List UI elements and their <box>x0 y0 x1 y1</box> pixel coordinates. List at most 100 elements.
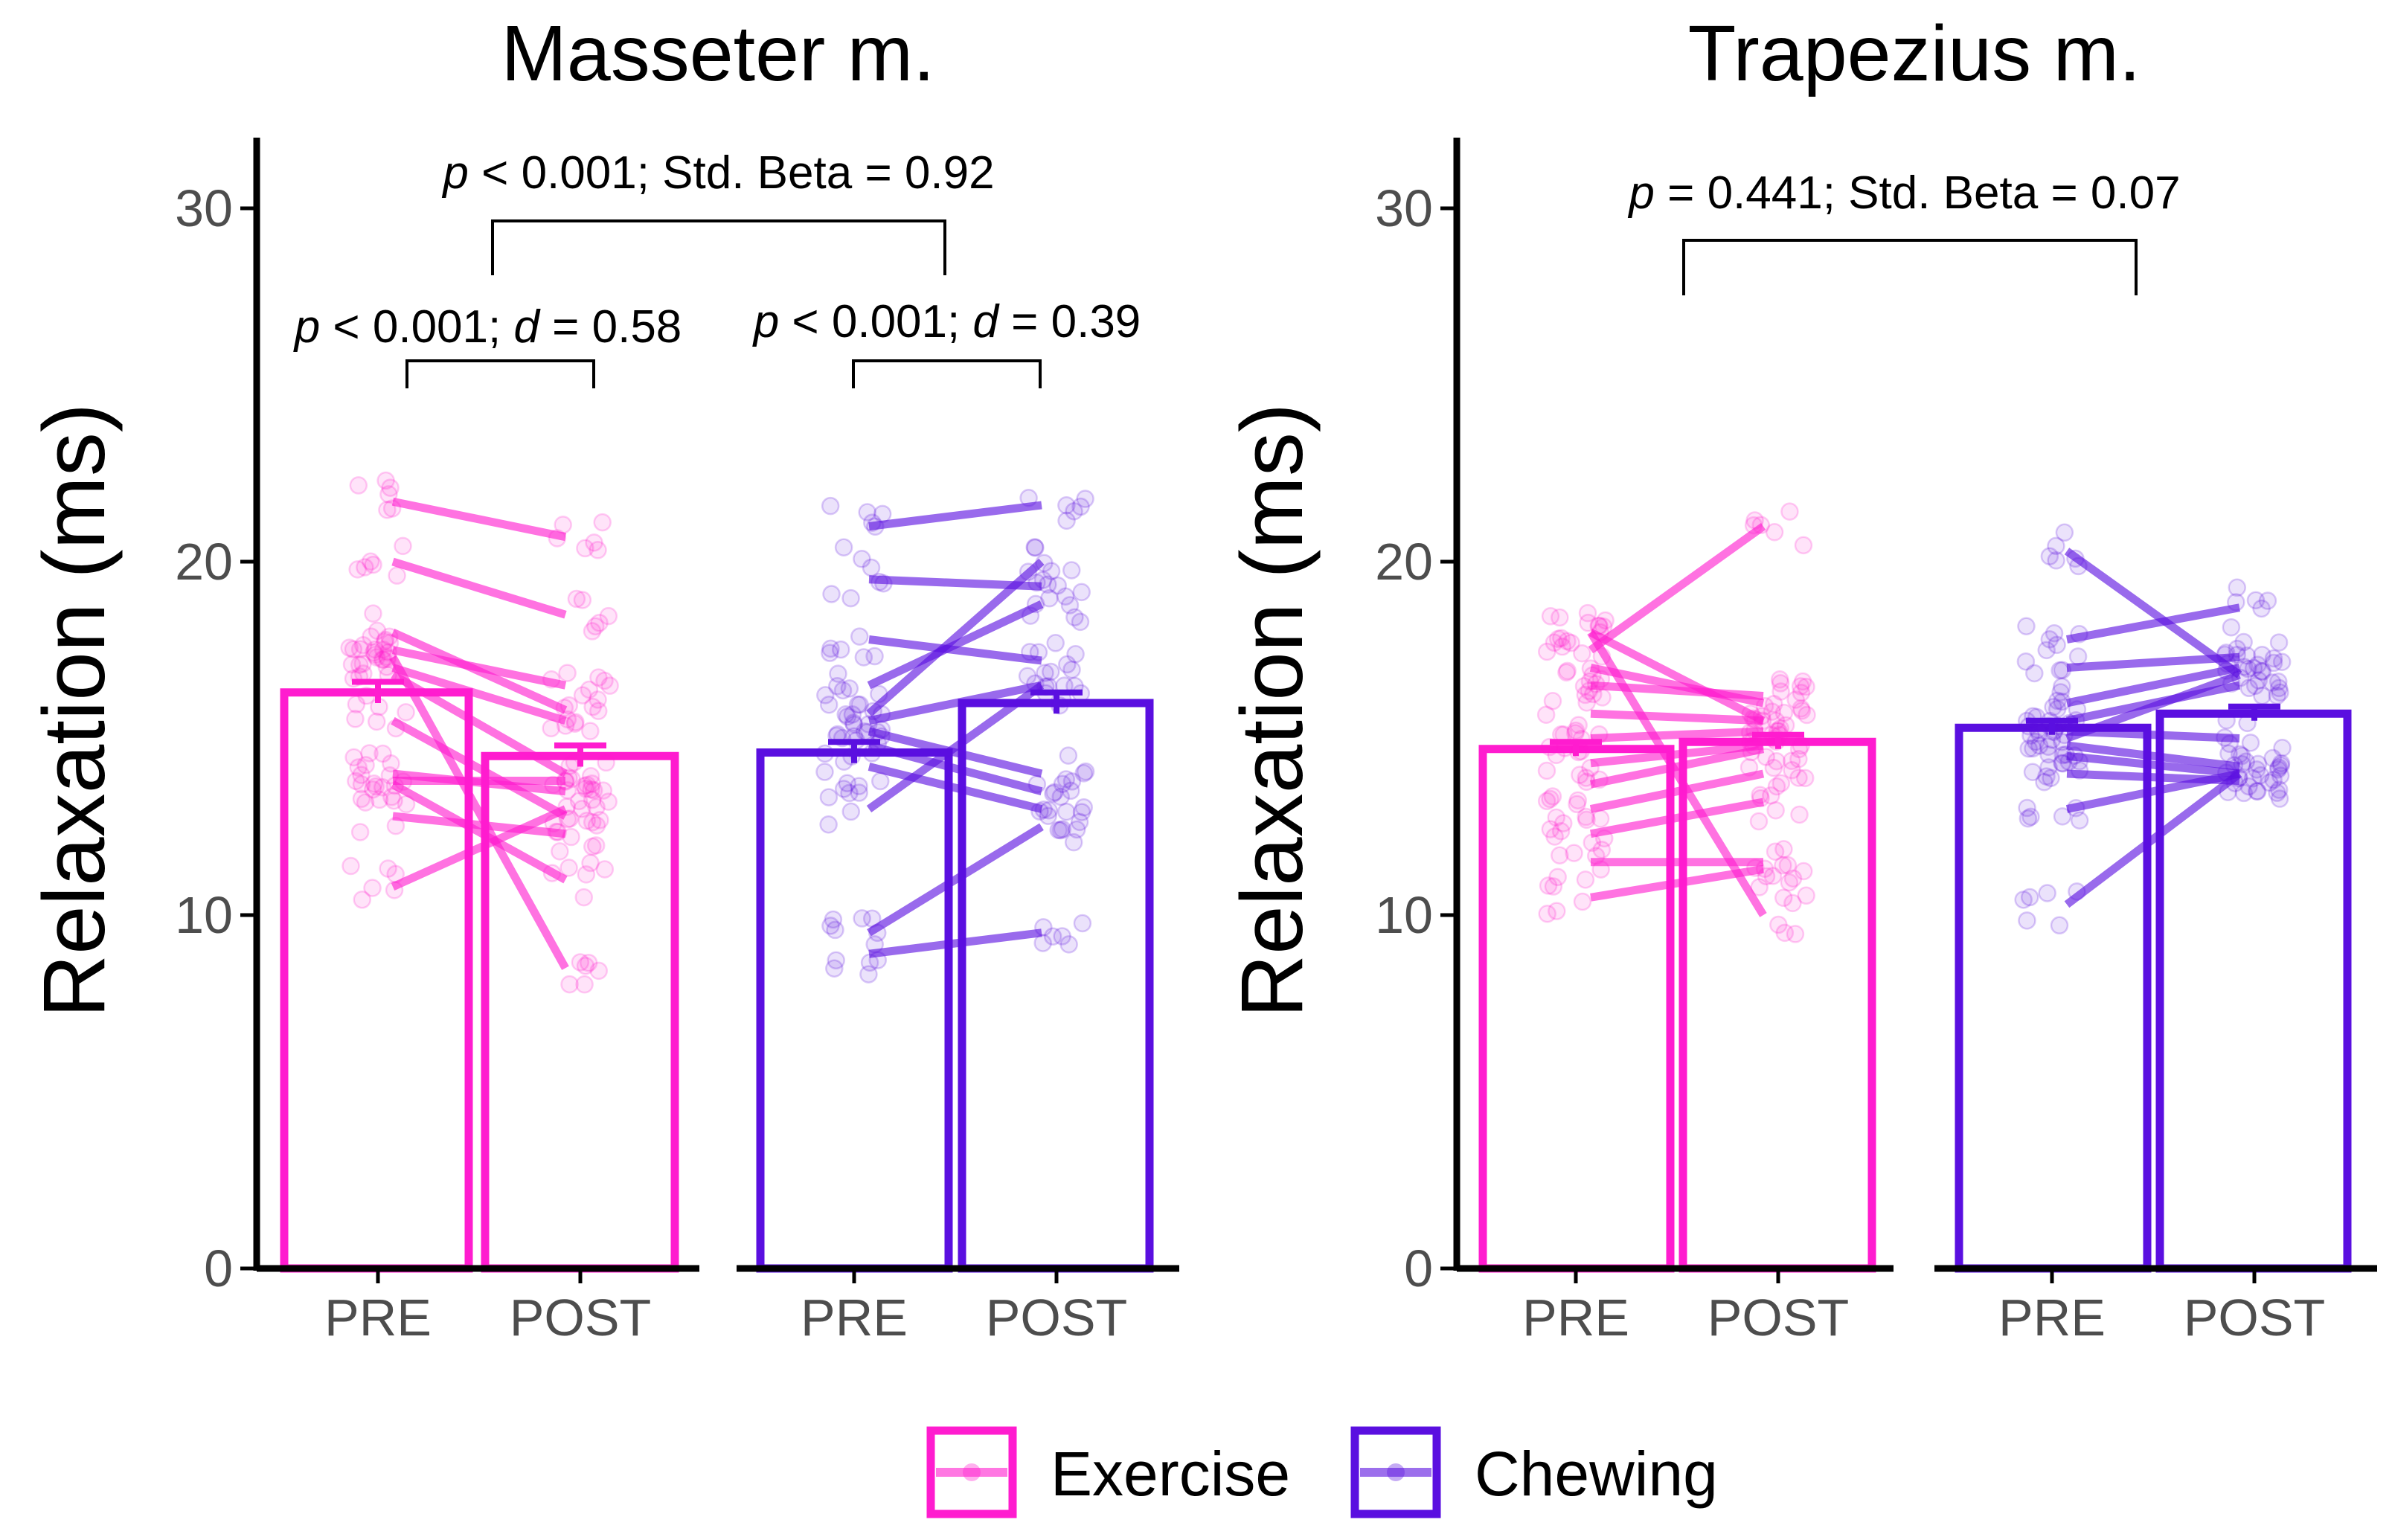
legend-label-exercise: Exercise <box>1051 1439 1290 1509</box>
data-point <box>834 538 853 557</box>
data-point <box>344 640 363 659</box>
error-bars-masseter <box>352 678 1083 767</box>
data-point <box>379 859 397 878</box>
data-point <box>2047 536 2065 556</box>
data-point <box>819 788 839 806</box>
data-point <box>835 752 853 771</box>
y-ticks-masseter: 0 10 20 30 <box>175 179 257 1297</box>
data-point <box>1056 802 1076 821</box>
data-point <box>2249 671 2268 690</box>
data-point <box>1073 914 1092 933</box>
subject-line-exercise-10 <box>392 812 566 838</box>
data-point <box>1791 677 1810 696</box>
data-point <box>1548 867 1567 887</box>
data-point <box>352 789 371 808</box>
data-point <box>379 485 398 504</box>
data-point <box>1568 791 1588 810</box>
data-point <box>586 617 605 636</box>
data-point <box>1062 660 1081 679</box>
x-tick-label-post: POST <box>2184 1289 2326 1347</box>
data-point <box>836 705 855 724</box>
data-point <box>1059 746 1078 765</box>
data-point <box>2264 653 2283 673</box>
data-point <box>1763 702 1782 721</box>
data-point <box>1762 786 1780 805</box>
data-point <box>1058 655 1077 674</box>
data-point <box>1537 761 1556 780</box>
data-point <box>2264 770 2283 789</box>
data-point <box>595 671 614 690</box>
data-point <box>2039 758 2058 777</box>
data-point <box>1053 927 1071 946</box>
data-point <box>347 695 366 713</box>
data-point <box>2019 739 2038 758</box>
data-point <box>565 714 584 733</box>
data-point <box>850 627 869 646</box>
data-point <box>573 591 592 609</box>
data-point <box>348 560 367 579</box>
data-point <box>826 920 844 940</box>
data-point <box>1577 769 1596 787</box>
data-point <box>2263 673 2282 692</box>
data-point <box>1764 758 1783 777</box>
data-point <box>2018 798 2036 818</box>
data-point <box>1577 693 1596 712</box>
data-point <box>1792 683 1811 702</box>
data-point <box>853 909 871 928</box>
annotation-exercise-masseter: p < 0.001; d = 0.58 <box>293 301 682 353</box>
data-point <box>1558 632 1577 651</box>
data-point <box>1767 752 1786 771</box>
data-point <box>2051 683 2070 702</box>
data-point <box>2268 686 2286 705</box>
data-point <box>1574 677 1594 696</box>
data-point <box>1040 588 1059 608</box>
data-point <box>819 815 838 834</box>
data-point <box>1553 637 1572 656</box>
x-tick-label-pre: PRE <box>1522 1289 1629 1347</box>
data-point <box>1551 846 1569 865</box>
data-point <box>597 753 615 772</box>
data-point <box>366 645 385 664</box>
data-point <box>1797 886 1815 905</box>
data-point <box>1547 745 1565 765</box>
data-point <box>2025 664 2044 683</box>
subject-lines-masseter <box>389 497 1045 970</box>
data-point <box>583 774 601 793</box>
data-point <box>2014 891 2033 909</box>
data-point <box>1548 902 1566 920</box>
data-point <box>2053 754 2071 773</box>
data-point <box>841 802 861 821</box>
data-point <box>571 953 590 972</box>
y-tick-label-0: 0 <box>1404 1239 1433 1297</box>
data-point <box>1544 877 1563 896</box>
data-point <box>2244 658 2263 678</box>
data-point <box>576 957 595 975</box>
subject-line-chewing-11 <box>2065 670 2241 742</box>
data-point <box>376 630 395 649</box>
data-point <box>831 640 850 659</box>
data-point <box>844 713 863 732</box>
data-point <box>1558 661 1577 681</box>
data-point <box>366 777 385 796</box>
data-point <box>821 644 839 662</box>
bracket-chewing-masseter <box>852 359 1042 388</box>
data-point <box>1775 923 1795 943</box>
data-point <box>1573 644 1591 663</box>
data-point <box>1033 934 1052 952</box>
data-point <box>2016 652 2036 671</box>
data-point <box>1536 705 1556 724</box>
data-point <box>850 783 868 802</box>
data-point <box>1046 634 1065 652</box>
data-point <box>1783 869 1803 888</box>
error-bars-trapezius <box>1550 703 2280 757</box>
data-point <box>2268 760 2288 779</box>
data-point <box>1771 774 1791 793</box>
data-point <box>2039 737 2058 756</box>
data-point <box>1783 893 1802 913</box>
data-point <box>1769 915 1788 934</box>
data-point <box>1771 682 1790 701</box>
data-point <box>1780 502 1799 521</box>
data-point <box>2260 773 2279 792</box>
subject-line-exercise-11 <box>389 655 569 970</box>
data-point <box>2021 726 2040 745</box>
